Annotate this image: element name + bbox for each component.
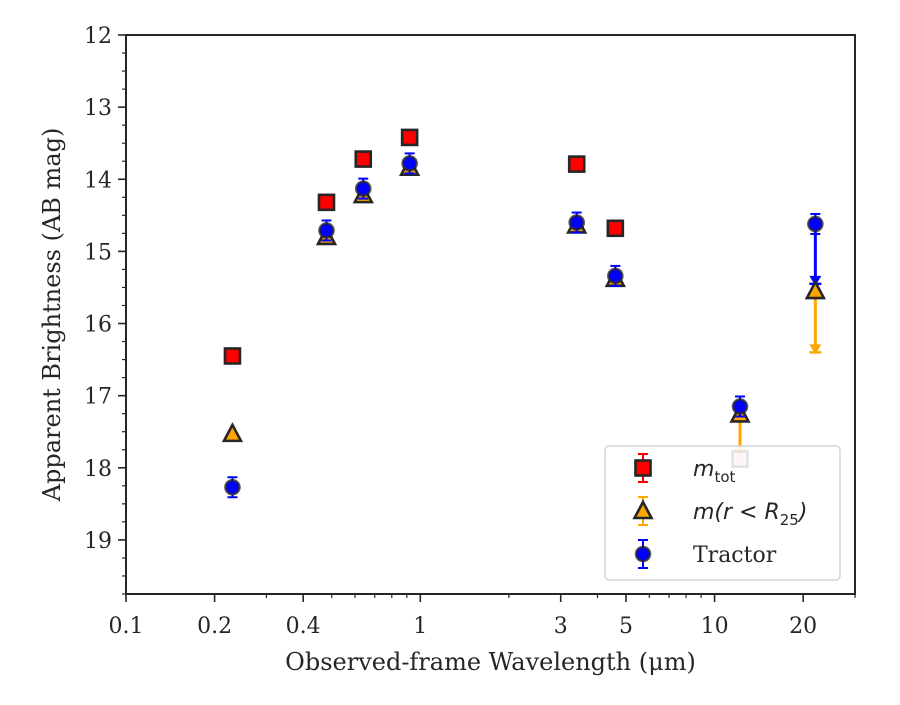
data-point-mtot	[223, 347, 242, 365]
y-axis-title: Apparent Brightness (AB mag)	[38, 128, 66, 503]
x-tick-label: 5	[619, 614, 633, 639]
x-tick-label: 0.2	[197, 614, 232, 639]
data-point-tractor	[224, 478, 241, 496]
y-tick-label: 18	[84, 457, 112, 482]
data-point-mtot	[567, 155, 586, 173]
plot-frame	[125, 34, 856, 595]
y-tick-label: 17	[84, 385, 112, 410]
data-point-tractor	[807, 215, 824, 233]
legend-marker	[634, 545, 652, 563]
y-tick-label: 12	[84, 24, 112, 49]
data-point-tractor	[354, 180, 372, 197]
data-point-tractor	[607, 267, 624, 285]
data-point-tractor	[731, 398, 749, 415]
legend-label: Tractor	[693, 543, 777, 568]
x-tick-label: 3	[554, 614, 568, 639]
data-point-tractor	[568, 214, 586, 231]
data-point-mr25	[221, 422, 244, 443]
y-tick-label: 14	[84, 168, 112, 193]
y-tick-label: 19	[84, 529, 112, 554]
upper-limit-arrow-head	[809, 344, 822, 355]
data-point-tractor	[401, 155, 418, 172]
x-tick-label: 10	[701, 614, 729, 639]
y-tick-label: 13	[84, 96, 112, 121]
x-tick-label: 20	[789, 614, 817, 639]
x-tick-label: 0.4	[286, 614, 321, 639]
x-tick-label: 0.1	[109, 614, 144, 639]
x-axis-title: Observed-frame Wavelength (μm)	[285, 648, 696, 676]
data-point-mr25	[804, 279, 827, 300]
legend-box	[604, 445, 841, 581]
legend-label: m(r < R25)	[693, 500, 807, 529]
data-point-mtot	[606, 219, 625, 238]
y-tick-label: 16	[84, 313, 112, 338]
x-tick-label: 1	[413, 614, 427, 639]
data-point-mtot	[317, 193, 336, 212]
data-point-mtot	[354, 150, 373, 168]
data-point-mtot	[400, 128, 419, 147]
legend-label: mtot	[693, 457, 735, 486]
data-point-tractor	[318, 222, 335, 239]
y-tick-label: 15	[84, 240, 112, 265]
legend-marker	[634, 459, 652, 477]
legend-marker	[632, 499, 654, 520]
